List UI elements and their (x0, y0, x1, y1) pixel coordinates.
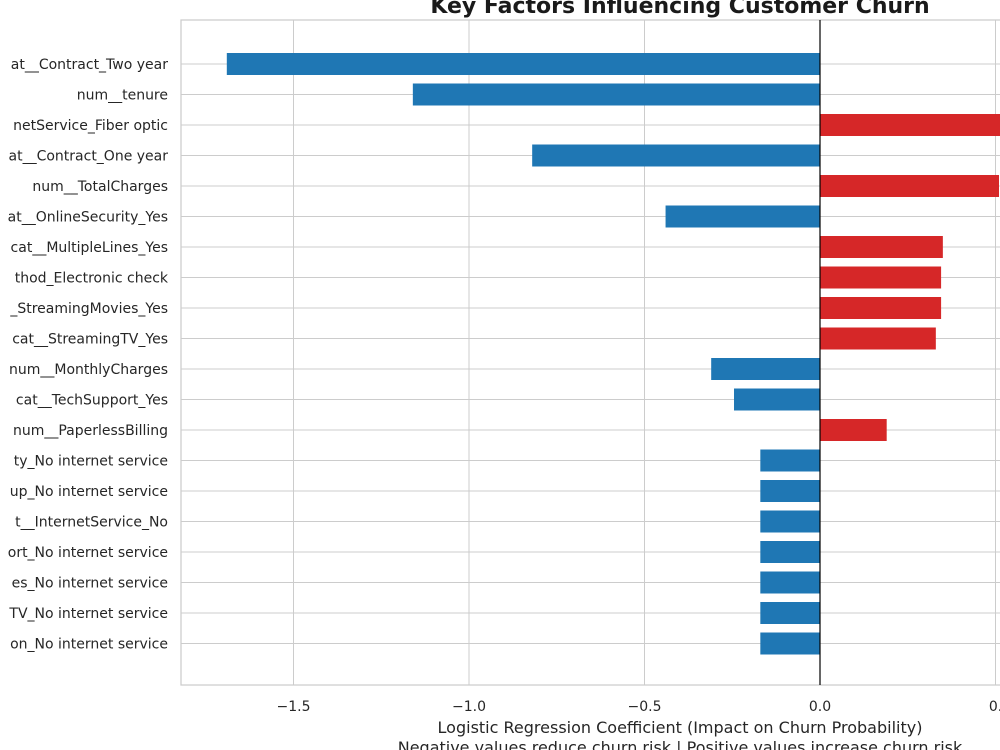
y-tick-label: up_No internet service (10, 484, 168, 500)
x-tick-label: −1.0 (452, 699, 486, 715)
x-tick-label: 0. (989, 699, 1000, 715)
y-tick-label: num__PaperlessBilling (13, 423, 168, 439)
y-tick-label: netService_Fiber optic (13, 118, 168, 134)
bar (820, 297, 942, 319)
bar (532, 144, 820, 167)
y-tick-label: thod_Electronic check (15, 271, 169, 287)
y-tick-label: on_No internet service (10, 637, 168, 653)
y-tick-labels: at__Contract_Two year num__tenure netServi… (8, 57, 169, 653)
y-tick-label: num__MonthlyCharges (9, 362, 168, 378)
bar (711, 358, 820, 380)
y-tick-label: ty_No internet service (14, 454, 168, 470)
bar (760, 541, 820, 563)
y-tick-label: es_No internet service (12, 576, 168, 592)
bar (760, 510, 820, 533)
x-axis-subtitle: Negative values reduce churn risk | Posi… (398, 738, 963, 750)
y-tick-label: num__TotalCharges (32, 179, 168, 195)
y-tick-label: num__tenure (77, 88, 168, 104)
y-tick-label: cat__MultipleLines_Yes (11, 240, 168, 256)
x-tick-label: 0.0 (809, 699, 831, 715)
bar (820, 114, 1000, 136)
x-axis-label: Logistic Regression Coefficient (Impact … (438, 718, 923, 737)
bar (820, 175, 1000, 197)
bar (665, 205, 820, 228)
x-tick-labels: −1.5 −1.0 −0.5 0.0 0. (277, 699, 1000, 715)
bar (760, 449, 820, 472)
y-tick-label: cat__TechSupport_Yes (16, 393, 168, 409)
y-tick-label: TV_No internet service (8, 606, 168, 622)
y-tick-label: at__OnlineSecurity_Yes (8, 210, 168, 226)
bar (820, 266, 942, 289)
bar (412, 83, 820, 106)
x-tick-label: −0.5 (628, 699, 662, 715)
chart-title: Key Factors Influencing Customer Churn (430, 0, 929, 19)
bar (820, 327, 936, 350)
bar (760, 602, 820, 624)
bar (820, 236, 943, 258)
y-tick-label: _StreamingMovies_Yes (9, 301, 168, 317)
bar (226, 53, 820, 75)
x-grid (293, 20, 996, 685)
y-tick-label: ort_No internet service (8, 545, 168, 561)
y-tick-label: cat__StreamingTV_Yes (12, 332, 168, 348)
bar (820, 419, 887, 441)
y-tick-label: at__Contract_Two year (11, 57, 168, 73)
bar (760, 571, 820, 594)
bars (226, 53, 1000, 655)
y-tick-label: t__InternetService_No (15, 515, 168, 531)
bar (760, 480, 820, 502)
x-tick-label: −1.5 (277, 699, 311, 715)
y-tick-label: at__Contract_One year (9, 149, 169, 165)
bar (760, 632, 820, 655)
bar (734, 388, 820, 411)
